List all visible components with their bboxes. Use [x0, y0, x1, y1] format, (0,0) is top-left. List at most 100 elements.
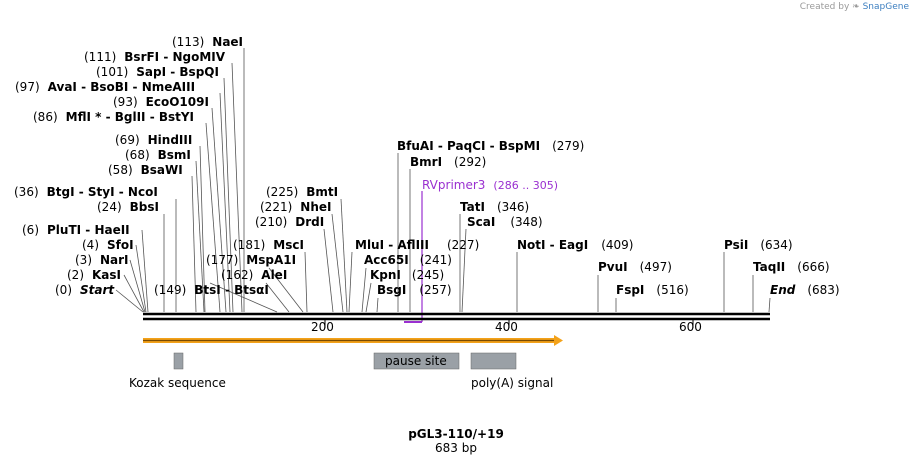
site-position[interactable]: (634): [760, 238, 792, 252]
svg-text:(0)Start: (0) Start: [55, 283, 115, 297]
site-name[interactable]: MflI * - BglII - BstYI: [66, 110, 194, 124]
site-position[interactable]: (348): [510, 215, 542, 229]
leader-line: [123, 274, 145, 313]
site-position[interactable]: (177): [206, 253, 238, 267]
site-position[interactable]: (241): [420, 253, 452, 267]
site-name[interactable]: BsgI: [377, 283, 406, 297]
primer-name[interactable]: RVprimer3: [422, 178, 485, 192]
site-position[interactable]: (279): [552, 139, 584, 153]
primer-label: RVprimer3 (286 .. 305): [422, 178, 558, 192]
polya-signal-box[interactable]: [470, 352, 517, 370]
site-name[interactable]: BbsI: [130, 200, 159, 214]
svg-text:(225)BmtI: (225) BmtI: [266, 185, 338, 199]
site-name[interactable]: FspI: [616, 283, 644, 297]
leader-line: [191, 175, 197, 313]
site-name[interactable]: KpnI: [370, 268, 401, 282]
site-name[interactable]: PvuI: [598, 260, 628, 274]
site-name[interactable]: NheI: [300, 200, 331, 214]
site-position[interactable]: (292): [454, 155, 486, 169]
site-name[interactable]: HindIII: [148, 133, 193, 147]
site-name[interactable]: TaqII: [753, 260, 785, 274]
site-name[interactable]: AvaI - BsoBI - NmeAIII: [48, 80, 195, 94]
svg-text:(58)BsaWI: (58) BsaWI: [108, 163, 183, 177]
site-position[interactable]: (69): [115, 133, 140, 147]
site-name[interactable]: PsiI: [724, 238, 748, 252]
site-position[interactable]: (86): [33, 110, 58, 124]
site-name[interactable]: BfuAI - PaqCI - BspMI: [397, 139, 540, 153]
svg-text:PvuI(497): PvuI (497): [598, 260, 672, 274]
site-name[interactable]: Start: [80, 283, 115, 297]
site-name[interactable]: SfoI: [107, 238, 134, 252]
site-position[interactable]: (210): [255, 215, 287, 229]
leader-line: [205, 122, 221, 313]
site-position[interactable]: (181): [233, 238, 265, 252]
site-position[interactable]: (113): [172, 35, 204, 49]
site-name[interactable]: DrdI: [295, 215, 324, 229]
site-name[interactable]: BsrFI - NgoMIV: [124, 50, 225, 64]
site-position[interactable]: (93): [113, 95, 138, 109]
site-position[interactable]: (409): [601, 238, 633, 252]
site-name[interactable]: SapI - BspQI: [136, 65, 219, 79]
site-position[interactable]: (3): [75, 253, 92, 267]
site-position[interactable]: (2): [67, 268, 84, 282]
kozak-sequence-box[interactable]: [173, 352, 184, 370]
site-name[interactable]: AleI: [261, 268, 287, 282]
site-name[interactable]: MluI - AflIII: [355, 238, 429, 252]
site-name[interactable]: BsaWI: [141, 163, 183, 177]
svg-text:NotI - EagI(409): NotI - EagI (409): [517, 238, 633, 252]
site-position[interactable]: (227): [447, 238, 479, 252]
site-position[interactable]: (0): [55, 283, 72, 297]
primer-range[interactable]: (286 .. 305): [493, 179, 558, 192]
leader-line: [323, 228, 334, 313]
site-name[interactable]: BsmI: [158, 148, 191, 162]
site-name[interactable]: BmrI: [410, 155, 442, 169]
site-position[interactable]: (149): [154, 283, 186, 297]
site-name[interactable]: BtsI - BtsαI: [194, 283, 269, 297]
site-position[interactable]: (221): [260, 200, 292, 214]
site-position[interactable]: (4): [82, 238, 99, 252]
site-name[interactable]: BtgI - StyI - NcoI: [47, 185, 158, 199]
site-position[interactable]: (36): [14, 185, 39, 199]
site-position[interactable]: (24): [97, 200, 122, 214]
site-name[interactable]: PluTI - HaeII: [47, 223, 130, 237]
site-position[interactable]: (68): [125, 148, 150, 162]
site-name[interactable]: EcoO109I: [146, 95, 209, 109]
ruler-tick-label: 200: [311, 320, 334, 334]
site-position[interactable]: (101): [96, 65, 128, 79]
site-name[interactable]: NarI: [100, 253, 129, 267]
site-name[interactable]: MspA1I: [246, 253, 296, 267]
svg-text:(36)BtgI - StyI - NcoI: (36) BtgI - StyI - NcoI: [14, 185, 158, 199]
site-name[interactable]: Acc65I: [364, 253, 409, 267]
site-name[interactable]: TatI: [460, 200, 485, 214]
site-name[interactable]: ScaI: [467, 215, 495, 229]
site-position[interactable]: (497): [640, 260, 672, 274]
svg-text:End(683): End (683): [770, 283, 840, 297]
site-position[interactable]: (97): [15, 80, 40, 94]
site-position[interactable]: (58): [108, 163, 133, 177]
site-name[interactable]: NaeI: [212, 35, 243, 49]
svg-text:TaqII(666): TaqII (666): [753, 260, 830, 274]
svg-text:(6)PluTI - HaeII: (6) PluTI - HaeII: [22, 223, 130, 237]
site-position[interactable]: (245): [412, 268, 444, 282]
pause-site-box[interactable]: [373, 352, 460, 370]
site-position[interactable]: (346): [497, 200, 529, 214]
svg-text:ScaI(348): ScaI (348): [467, 215, 543, 229]
svg-text:TatI(346): TatI (346): [460, 200, 529, 214]
site-name[interactable]: End: [770, 283, 796, 297]
svg-text:BfuAI - PaqCI - BspMI(279): BfuAI - PaqCI - BspMI (279): [397, 139, 584, 153]
site-name[interactable]: BmtI: [306, 185, 338, 199]
site-position[interactable]: (683): [807, 283, 839, 297]
site-name[interactable]: NotI - EagI: [517, 238, 588, 252]
site-name[interactable]: KasI: [92, 268, 121, 282]
site-position[interactable]: (225): [266, 185, 298, 199]
site-name[interactable]: MscI: [273, 238, 304, 252]
leader-line: [304, 251, 308, 313]
svg-text:FspI(516): FspI (516): [616, 283, 689, 297]
site-position[interactable]: (162): [221, 268, 253, 282]
site-position[interactable]: (111): [84, 50, 116, 64]
site-position[interactable]: (666): [797, 260, 829, 274]
leader-line: [265, 282, 290, 313]
site-position[interactable]: (6): [22, 223, 39, 237]
site-position[interactable]: (516): [656, 283, 688, 297]
site-position[interactable]: (257): [419, 283, 451, 297]
